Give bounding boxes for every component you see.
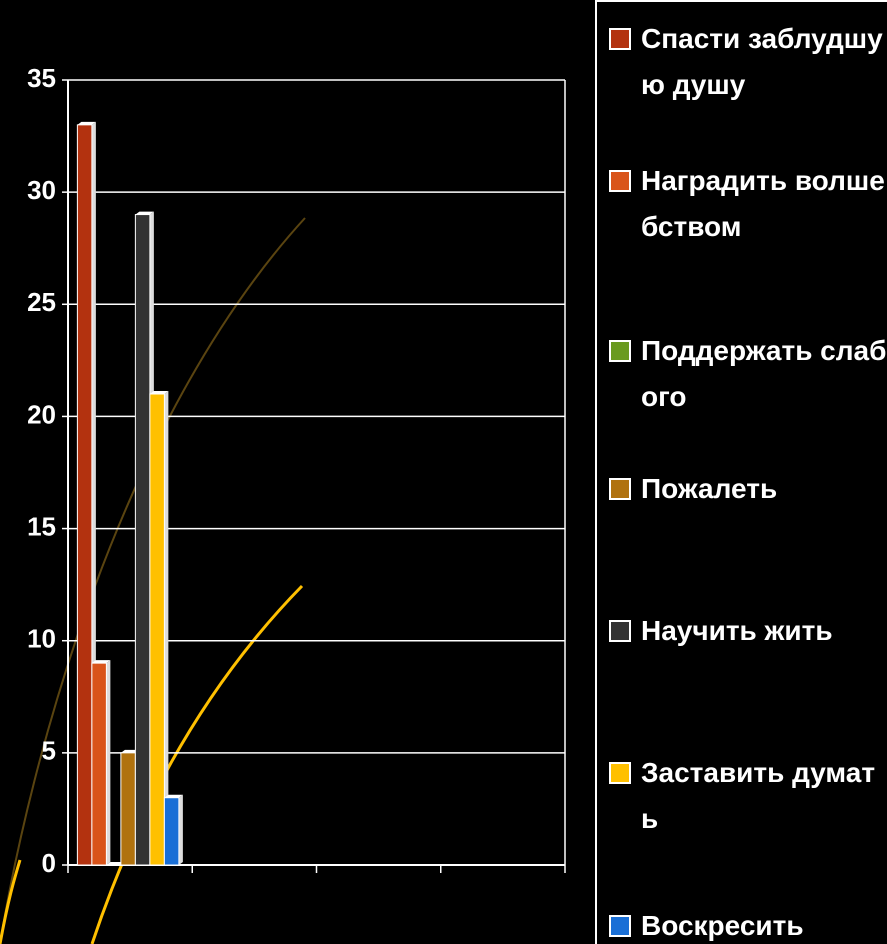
legend-label: Научить жить: [641, 615, 833, 646]
legend-label: Пожалеть: [641, 473, 778, 504]
decor-curve: [0, 859, 22, 944]
bar: [134, 214, 151, 866]
legend-swatch: [609, 620, 631, 642]
legend-swatch: [609, 478, 631, 500]
bar-top: [77, 121, 96, 125]
bar: [76, 124, 93, 866]
legend-label: Наградить волшебством: [641, 165, 885, 242]
y-tick-label: 5: [42, 736, 56, 766]
legend-label: Спасти заблудшую душу: [641, 23, 883, 100]
decor-curve: [90, 584, 304, 944]
chart: 0 5 10 15 20 25 30 35: [0, 63, 566, 944]
y-tick-label: 30: [27, 175, 56, 205]
bar: [91, 662, 107, 866]
legend-swatch: [609, 762, 631, 784]
bar-side: [178, 794, 183, 865]
y-tick-label: 35: [27, 63, 56, 93]
y-tick-label: 20: [27, 399, 56, 429]
bar-side: [106, 660, 111, 865]
legend-swatch: [609, 915, 631, 937]
legend-label: Заставить думать: [641, 757, 876, 834]
legend-swatch: [609, 340, 631, 362]
bar-side: [164, 391, 169, 865]
bar: [163, 797, 180, 866]
y-tick-label: 15: [27, 511, 56, 541]
legend-swatch: [609, 28, 631, 50]
legend: Спасти заблудшую душу Наградить волшебств…: [595, 0, 887, 944]
bar-top: [91, 660, 111, 664]
bar-top: [120, 749, 140, 753]
legend-swatch: [609, 170, 631, 192]
bar-top: [149, 391, 169, 394]
y-tick-label: 25: [27, 287, 56, 317]
bar: [149, 393, 165, 866]
y-tick-label: 10: [27, 624, 56, 654]
bar: [120, 752, 136, 866]
bar-top: [106, 862, 125, 865]
bar-top: [135, 211, 154, 215]
bar-top: [164, 794, 183, 798]
legend-label: Воскресить: [641, 910, 804, 941]
y-tick-label: 0: [42, 848, 56, 878]
legend-label: Поддержать слабого: [641, 335, 887, 412]
